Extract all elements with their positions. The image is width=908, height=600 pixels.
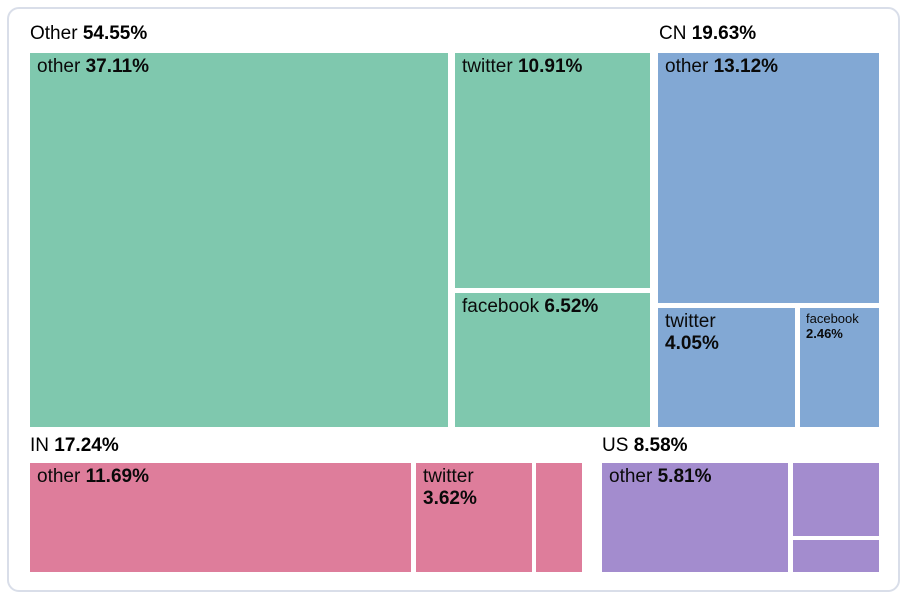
node-name: other [37,466,81,487]
group-name: US [602,435,629,456]
node-label: other 11.69% [30,463,411,488]
group-value: 19.63% [691,23,757,44]
treemap-node-other-facebook[interactable]: facebook 6.52% [455,293,650,427]
group-name: CN [659,23,687,44]
treemap-group-label-us: US 8.58% [602,435,688,457]
group-name: IN [30,435,49,456]
treemap-node-us-other[interactable]: other 5.81% [602,463,788,572]
treemap-node-in-twitter[interactable]: twitter 3.62% [416,463,532,572]
treemap-node-in-other[interactable]: other 11.69% [30,463,411,572]
treemap-node-other-twitter[interactable]: twitter 10.91% [455,53,650,288]
node-name: facebook [806,311,859,326]
node-label: twitter 3.62% [416,463,532,511]
node-name: facebook [462,296,540,317]
node-value: 4.05% [665,333,719,355]
node-label: facebook 2.46% [800,308,879,342]
treemap-node-in-unlabeled[interactable] [536,463,582,572]
node-label: other 13.12% [658,53,879,78]
treemap-node-other-other[interactable]: other 37.11% [30,53,448,427]
treemap-node-cn-other[interactable]: other 13.12% [658,53,879,303]
group-value: 54.55% [82,23,148,44]
treemap-group-label-other: Other 54.55% [30,23,148,45]
treemap-group-label-cn: CN 19.63% [659,23,757,45]
treemap-node-us-unlabeled[interactable] [793,540,879,572]
node-label: twitter 10.91% [455,53,650,78]
node-value: 13.12% [713,56,779,77]
treemap-node-cn-twitter[interactable]: twitter 4.05% [658,308,795,427]
treemap-group-label-in: IN 17.24% [30,435,119,457]
node-value: 11.69% [85,466,149,487]
group-value: 17.24% [54,435,119,456]
node-name: twitter [665,311,716,332]
node-name: other [609,466,653,487]
node-value: 2.46% [806,325,843,341]
node-name: other [665,56,709,77]
node-value: 6.52% [544,296,599,317]
node-value: 37.11% [85,56,149,77]
group-name: Other [30,23,78,44]
node-label: facebook 6.52% [455,293,650,318]
treemap-node-cn-facebook[interactable]: facebook 2.46% [800,308,879,427]
group-value: 8.58% [633,435,688,456]
node-label: twitter 4.05% [658,308,795,356]
node-value: 5.81% [657,466,712,487]
node-name: twitter [423,466,474,487]
node-name: twitter [462,56,513,77]
node-label: other 5.81% [602,463,788,488]
treemap-node-us-unlabeled[interactable] [793,463,879,536]
node-name: other [37,56,81,77]
node-value: 3.62% [423,488,477,510]
node-value: 10.91% [517,56,583,77]
node-label: other 37.11% [30,53,448,78]
